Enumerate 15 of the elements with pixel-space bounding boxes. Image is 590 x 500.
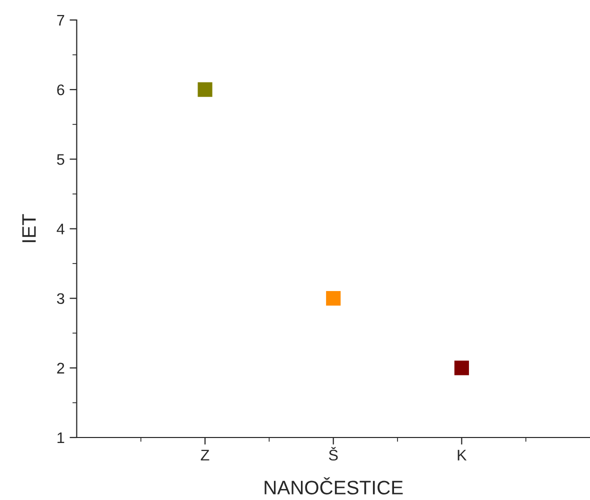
y-tick-label: 4: [56, 224, 64, 234]
x-tick-label: Š: [328, 447, 338, 461]
point: [326, 291, 341, 306]
y-tick-label: 2: [57, 362, 64, 374]
y-tick-label: 3: [56, 293, 64, 304]
y-tick-label: 1: [58, 432, 64, 444]
y-axis-title: IET: [22, 214, 36, 242]
point: [198, 82, 212, 97]
point: [454, 360, 469, 376]
x-axis-title: NANOČESTICE: [264, 477, 403, 494]
y-tick-label: 7: [57, 15, 64, 26]
x-tick-label: Z: [200, 450, 210, 460]
y-tick-label: 6: [57, 84, 64, 96]
x-tick-label: K: [458, 450, 467, 460]
y-tick-label: 5: [57, 154, 64, 165]
